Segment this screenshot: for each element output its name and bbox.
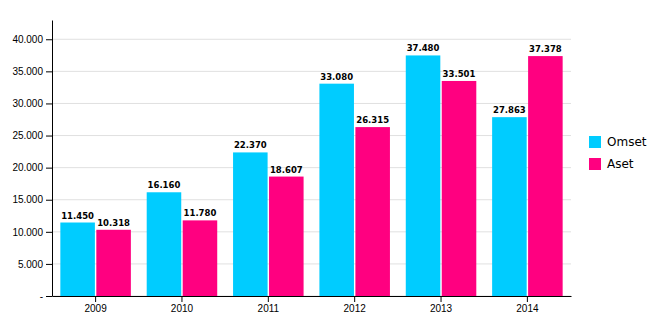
legend-swatch bbox=[589, 136, 601, 148]
data-label: 10.318 bbox=[97, 218, 130, 228]
legend-swatch bbox=[589, 158, 601, 170]
y-tick-mark bbox=[46, 296, 52, 297]
data-label: 33.080 bbox=[320, 72, 353, 82]
x-tick-mark bbox=[527, 296, 528, 302]
bar bbox=[269, 177, 304, 296]
data-label: 18.607 bbox=[270, 165, 303, 175]
y-tick: 5.000 bbox=[18, 259, 52, 270]
y-tick-mark bbox=[46, 200, 52, 201]
y-tick: 30.000 bbox=[12, 98, 52, 109]
data-label: 22.370 bbox=[234, 140, 267, 150]
x-tick-mark bbox=[268, 296, 269, 302]
y-tick-mark bbox=[46, 168, 52, 169]
bar bbox=[528, 56, 563, 296]
y-tick-label: 10.000 bbox=[12, 227, 43, 238]
y-tick: 20.000 bbox=[12, 162, 52, 173]
y-tick-label: 5.000 bbox=[18, 259, 43, 270]
y-tick-label: 30.000 bbox=[12, 98, 43, 109]
y-tick-mark bbox=[46, 103, 52, 104]
y-axis-line bbox=[52, 21, 53, 297]
x-tick-label: 2014 bbox=[516, 303, 539, 314]
y-tick: 15.000 bbox=[12, 194, 52, 205]
x-tick-mark bbox=[441, 296, 442, 302]
x-axis-line bbox=[53, 296, 572, 297]
x-tick-label: 2011 bbox=[258, 303, 280, 314]
bar bbox=[183, 220, 218, 296]
data-label: 11.450 bbox=[61, 211, 94, 221]
legend: Omset Aset bbox=[589, 135, 647, 171]
y-tick-label: - bbox=[40, 291, 43, 302]
y-tick: 35.000 bbox=[12, 66, 52, 77]
legend-label: Omset bbox=[607, 135, 647, 149]
bar bbox=[60, 223, 95, 296]
x-tick-label: 2012 bbox=[344, 303, 367, 314]
bar bbox=[319, 84, 354, 296]
y-tick: - bbox=[40, 291, 52, 302]
y-tick-mark bbox=[46, 71, 52, 72]
y-tick: 40.000 bbox=[12, 34, 52, 45]
grid-line bbox=[52, 103, 571, 104]
x-tick: 2010 bbox=[171, 296, 194, 314]
data-label: 33.501 bbox=[443, 69, 476, 79]
data-labels: 11.450 16.160 22.370 33.080 37.480 27.863 10.3… bbox=[61, 43, 562, 227]
grid bbox=[52, 39, 571, 296]
x-tick-label: 2010 bbox=[171, 303, 194, 314]
data-label: 16.160 bbox=[148, 180, 181, 190]
y-tick-label: 15.000 bbox=[12, 194, 43, 205]
data-label: 37.480 bbox=[407, 43, 440, 53]
x-tick-label: 2013 bbox=[430, 303, 453, 314]
x-tick: 2009 bbox=[84, 296, 107, 314]
bar bbox=[492, 117, 527, 296]
data-label: 37.378 bbox=[529, 44, 562, 54]
x-tick-mark bbox=[95, 296, 96, 302]
data-label: 27.863 bbox=[493, 105, 526, 115]
x-tick: 2011 bbox=[258, 296, 280, 314]
x-tick-label: 2009 bbox=[84, 303, 107, 314]
chart: 11.450 16.160 22.370 33.080 37.480 27.863 10.3… bbox=[0, 0, 666, 326]
data-label: 26.315 bbox=[356, 115, 389, 125]
legend-item: Omset bbox=[589, 135, 647, 149]
x-tick: 2013 bbox=[430, 296, 453, 314]
y-tick-label: 35.000 bbox=[12, 66, 43, 77]
y-tick: 10.000 bbox=[12, 227, 52, 238]
bar bbox=[147, 192, 182, 296]
legend-item: Aset bbox=[589, 157, 634, 171]
y-tick-mark bbox=[46, 136, 52, 137]
plot: 11.450 16.160 22.370 33.080 37.480 27.863 10.3… bbox=[12, 21, 571, 315]
bar bbox=[355, 127, 390, 296]
y-tick: 25.000 bbox=[12, 130, 52, 141]
y-tick-label: 20.000 bbox=[12, 162, 43, 173]
legend-label: Aset bbox=[607, 157, 634, 171]
x-tick-mark bbox=[354, 296, 355, 302]
bar bbox=[442, 81, 477, 296]
y-tick-mark bbox=[46, 39, 52, 40]
grid-line bbox=[52, 71, 571, 72]
bar bbox=[406, 55, 441, 296]
y-tick-label: 25.000 bbox=[12, 130, 43, 141]
y-tick-mark bbox=[46, 232, 52, 233]
data-label: 11.780 bbox=[184, 208, 217, 218]
y-axis: - 5.000 10.000 15.000 20.000 25.000 30.000 35.0… bbox=[12, 21, 52, 302]
grid-line bbox=[52, 39, 571, 40]
bar bbox=[233, 152, 268, 296]
y-tick-label: 40.000 bbox=[12, 34, 43, 45]
y-tick-mark bbox=[46, 264, 52, 265]
x-tick: 2012 bbox=[344, 296, 367, 314]
x-tick-mark bbox=[181, 296, 182, 302]
bar bbox=[96, 230, 131, 296]
x-axis: 2009 2010 2011 2012 2013 2014 bbox=[53, 296, 572, 314]
x-tick: 2014 bbox=[516, 296, 539, 314]
bars bbox=[60, 55, 562, 296]
